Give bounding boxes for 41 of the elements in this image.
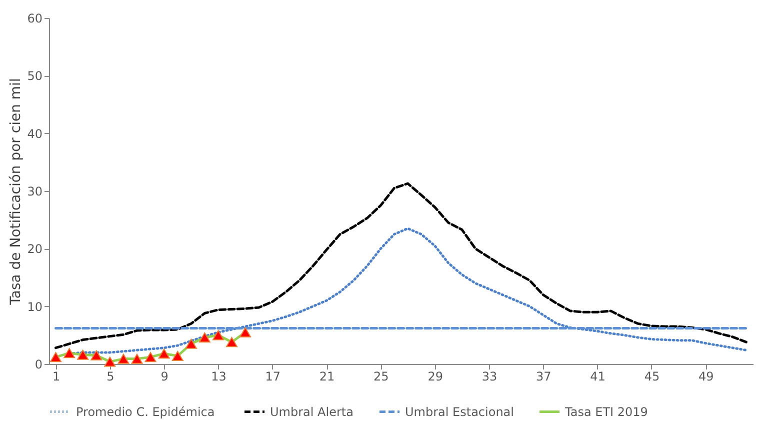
y-tick-label: 60 bbox=[27, 12, 42, 26]
point bbox=[90, 350, 102, 360]
x-tick-label: 41 bbox=[590, 370, 606, 384]
point bbox=[226, 337, 238, 348]
x-tick-label: 9 bbox=[160, 370, 168, 384]
point bbox=[144, 352, 156, 362]
y-tick-label: 50 bbox=[27, 69, 42, 84]
legend-label: Umbral Estacional bbox=[405, 404, 514, 419]
x-tick-label: 33 bbox=[482, 370, 498, 384]
y-tick-label: 10 bbox=[27, 300, 42, 314]
point bbox=[212, 330, 224, 340]
y-tick-label: 30 bbox=[27, 184, 42, 198]
x-tick-label: 1 bbox=[52, 370, 60, 384]
x-tick-label: 5 bbox=[106, 370, 114, 384]
x-tick-label: 49 bbox=[698, 370, 714, 384]
legend-label: Umbral Alerta bbox=[270, 404, 354, 419]
point bbox=[172, 350, 184, 361]
x-tick-label: 17 bbox=[265, 370, 281, 384]
y-axis-title: Tasa de Notificación por cien mil bbox=[8, 78, 24, 306]
x-tick-label: 37 bbox=[536, 370, 552, 384]
y-tick-label: 0 bbox=[34, 358, 42, 372]
line-series bbox=[54, 182, 748, 350]
y-tick-label: 20 bbox=[27, 242, 42, 256]
point bbox=[198, 332, 210, 343]
point bbox=[240, 327, 252, 338]
y-tick-label: 40 bbox=[27, 126, 42, 141]
point bbox=[118, 354, 130, 364]
point bbox=[104, 356, 116, 367]
point bbox=[77, 350, 89, 360]
x-tick-label: 29 bbox=[428, 370, 443, 384]
x-tick-label: 13 bbox=[211, 370, 226, 384]
point bbox=[50, 352, 62, 362]
legend-label: Promedio C. Epidémica bbox=[76, 404, 215, 419]
point bbox=[158, 348, 170, 359]
point bbox=[131, 354, 143, 364]
x-tick-label: 21 bbox=[319, 370, 335, 384]
point bbox=[64, 348, 76, 358]
x-tick-label: 45 bbox=[644, 370, 660, 384]
legend-label: Tasa ETI 2019 bbox=[564, 404, 648, 419]
point bbox=[185, 338, 197, 349]
x-tick-label: 25 bbox=[374, 370, 389, 384]
